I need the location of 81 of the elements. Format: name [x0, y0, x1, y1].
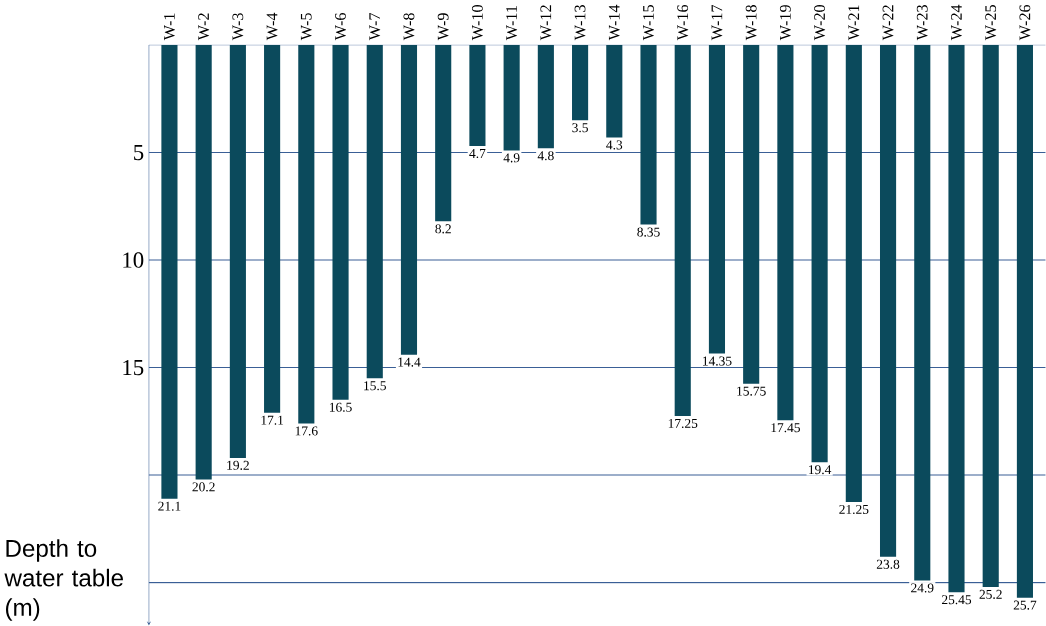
bar	[811, 45, 828, 463]
data-label: 19.2	[227, 460, 249, 470]
bar	[743, 45, 760, 384]
bar	[161, 45, 178, 499]
bar	[298, 45, 315, 424]
data-label: 8.35	[637, 227, 660, 237]
x-tick-label: W-14	[608, 4, 620, 41]
data-label: 4.9	[503, 153, 520, 163]
x-tick-label: W-1	[164, 13, 175, 41]
y-tick-label: 10	[123, 252, 144, 268]
data-label: 15.5	[364, 381, 386, 391]
x-tick-label: W-4	[266, 12, 278, 41]
x-tick-label: W-2	[198, 13, 210, 41]
bar	[366, 45, 383, 379]
x-tick-label: W-9	[437, 13, 449, 41]
x-tick-label: W-6	[335, 13, 347, 41]
data-label: 17.25	[668, 418, 698, 429]
x-tick-label: W-13	[574, 5, 586, 41]
data-label: 15.75	[737, 386, 766, 396]
x-tick-label: W-18	[745, 5, 757, 41]
data-label: 16.5	[329, 402, 352, 412]
x-tick-label: W-12	[540, 5, 552, 41]
data-label: 4.7	[469, 149, 486, 159]
x-tick-label: W-5	[300, 13, 312, 41]
data-label: 25.45	[941, 595, 972, 605]
bar	[572, 45, 589, 121]
data-label: 4.3	[606, 140, 623, 150]
x-tick-label: W-24	[951, 4, 962, 41]
x-tick-label: W-11	[506, 6, 518, 41]
bar	[264, 45, 281, 413]
x-tick-label: W-23	[916, 5, 928, 41]
x-tick-label: W-19	[779, 5, 791, 41]
data-label: 4.8	[537, 151, 554, 161]
bar	[537, 45, 554, 149]
x-tick-label: W-10	[471, 5, 483, 41]
x-tick-label: W-8	[403, 13, 415, 41]
data-label: 25.7	[1013, 600, 1037, 610]
bar	[674, 45, 691, 417]
data-label: 8.2	[435, 224, 451, 234]
data-label: 25.2	[979, 589, 1002, 599]
data-label: 17.45	[771, 423, 800, 433]
y-axis-title: Depth to water table (m)	[4, 539, 123, 621]
bar	[400, 45, 418, 355]
x-tick-label: W-22	[882, 5, 894, 41]
data-label: 14.4	[398, 357, 421, 367]
bar	[1016, 45, 1033, 598]
data-label: 21.1	[158, 501, 181, 511]
x-tick-label: W-15	[643, 5, 654, 41]
data-label: 14.35	[703, 356, 732, 366]
x-tick-label: W-3	[232, 13, 244, 41]
x-tick-label: W-21	[848, 5, 860, 41]
bar	[195, 45, 212, 480]
y-tick-label: 5	[134, 145, 144, 161]
x-tick-label: W-7	[369, 13, 381, 41]
data-label: 17.1	[261, 415, 284, 425]
x-tick-label: W-25	[985, 5, 997, 41]
bar	[469, 45, 486, 147]
bar	[606, 45, 623, 138]
bar	[880, 45, 897, 557]
data-label: 21.25	[839, 504, 869, 515]
x-tick-label: W-16	[677, 5, 689, 41]
bar	[777, 45, 794, 421]
bar	[708, 45, 726, 354]
bar	[845, 45, 862, 503]
x-tick-label: W-26	[1019, 5, 1031, 41]
data-label: 23.8	[876, 559, 900, 569]
x-tick-label: W-17	[711, 5, 723, 41]
bar	[640, 45, 657, 225]
data-label: 3.5	[572, 123, 588, 133]
bar	[982, 45, 999, 587]
bar	[229, 45, 246, 458]
y-tick-label: 15	[123, 359, 144, 376]
bar	[332, 45, 349, 400]
x-tick-label: W-20	[814, 5, 826, 41]
data-label: 19.4	[809, 465, 832, 475]
data-label: 17.6	[295, 426, 318, 436]
data-label: 20.2	[192, 482, 215, 492]
bar	[435, 45, 452, 222]
data-label: 24.9	[911, 583, 934, 593]
bar	[948, 45, 965, 593]
bar	[503, 45, 520, 151]
